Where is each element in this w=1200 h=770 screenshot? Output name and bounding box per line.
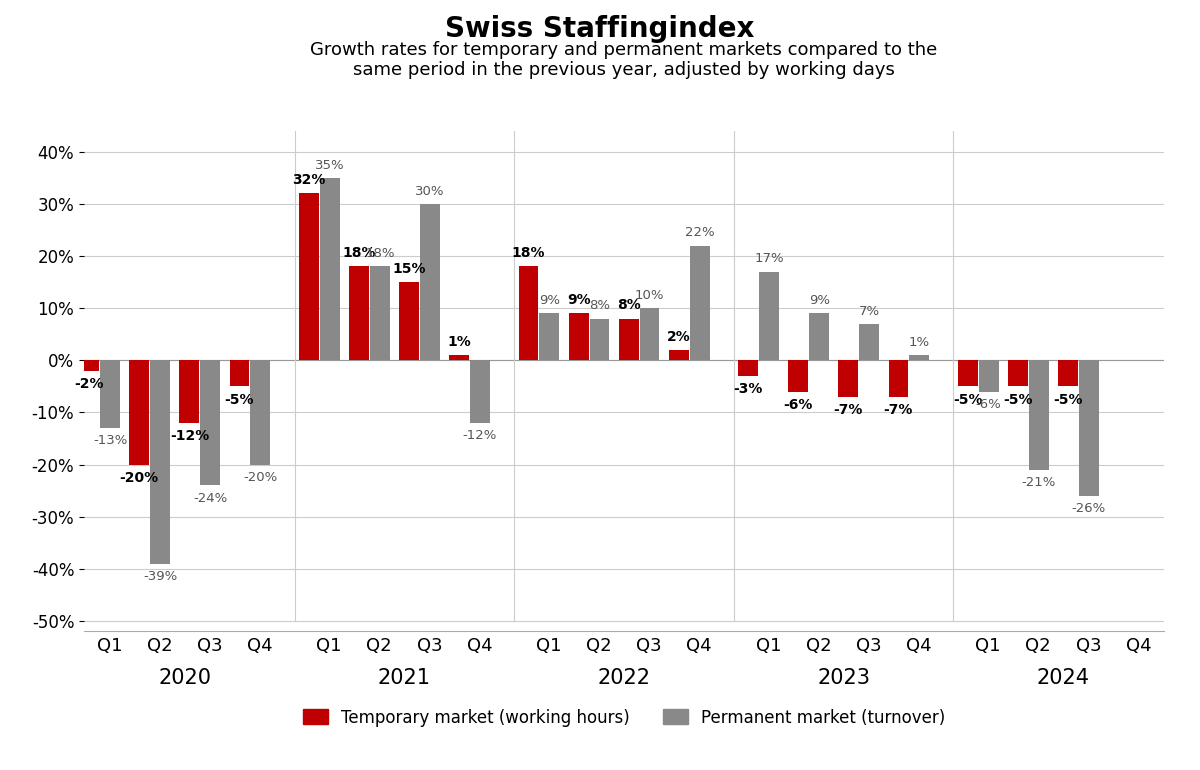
Text: -5%: -5% <box>224 393 254 407</box>
Text: -6%: -6% <box>976 398 1002 411</box>
Title: Growth rates for temporary and permanent markets compared to the
same period in : Growth rates for temporary and permanent… <box>311 41 937 79</box>
Bar <box>1079 360 1099 496</box>
Text: -7%: -7% <box>883 403 913 417</box>
Bar <box>640 308 660 360</box>
Text: 22%: 22% <box>685 226 714 239</box>
Text: 2%: 2% <box>667 330 691 343</box>
Bar <box>229 360 250 387</box>
Text: -20%: -20% <box>120 470 158 485</box>
Text: 10%: 10% <box>635 289 665 302</box>
Bar <box>180 360 199 423</box>
Text: 1%: 1% <box>448 335 472 349</box>
Text: 35%: 35% <box>314 159 344 172</box>
Text: -13%: -13% <box>92 434 127 447</box>
Text: 32%: 32% <box>292 173 325 187</box>
Text: 1%: 1% <box>908 336 930 349</box>
Text: 9%: 9% <box>566 293 590 307</box>
Bar <box>839 360 858 397</box>
Bar <box>540 313 559 360</box>
Text: 2022: 2022 <box>598 668 650 688</box>
Bar <box>1028 360 1049 470</box>
Text: -24%: -24% <box>193 492 227 504</box>
Bar <box>370 266 390 360</box>
Bar <box>200 360 220 485</box>
Bar <box>738 360 758 376</box>
Bar <box>809 313 829 360</box>
Bar <box>690 246 709 360</box>
Text: 9%: 9% <box>539 294 560 307</box>
Bar <box>589 319 610 360</box>
Text: 2023: 2023 <box>817 668 870 688</box>
Bar <box>79 360 100 370</box>
Text: -5%: -5% <box>1054 393 1082 407</box>
Text: -7%: -7% <box>834 403 863 417</box>
Bar <box>150 360 170 564</box>
Bar <box>320 178 340 360</box>
Text: -5%: -5% <box>1003 393 1033 407</box>
Text: 9%: 9% <box>809 294 829 307</box>
Bar <box>859 324 880 360</box>
Bar <box>449 355 469 360</box>
Text: 2021: 2021 <box>378 668 431 688</box>
Text: -3%: -3% <box>733 382 763 397</box>
Text: 18%: 18% <box>342 246 376 260</box>
Text: -12%: -12% <box>463 429 497 442</box>
Text: 8%: 8% <box>589 300 610 313</box>
Text: -21%: -21% <box>1021 476 1056 489</box>
Text: 7%: 7% <box>859 305 880 317</box>
Bar <box>349 266 368 360</box>
Text: -2%: -2% <box>74 377 104 391</box>
Bar <box>788 360 808 392</box>
Bar <box>400 282 419 360</box>
Text: 2020: 2020 <box>158 668 211 688</box>
Text: -39%: -39% <box>143 570 178 583</box>
Bar <box>619 319 638 360</box>
Bar <box>420 204 440 360</box>
Text: 18%: 18% <box>365 247 395 260</box>
Bar <box>668 350 689 360</box>
Text: -20%: -20% <box>244 470 277 484</box>
Text: 8%: 8% <box>617 298 641 313</box>
Text: 15%: 15% <box>392 262 426 276</box>
Bar <box>958 360 978 387</box>
Text: -6%: -6% <box>784 398 812 412</box>
Legend: Temporary market (working hours), Permanent market (turnover): Temporary market (working hours), Perman… <box>296 701 952 733</box>
Text: -12%: -12% <box>169 429 209 443</box>
Bar <box>470 360 490 423</box>
Bar <box>1008 360 1028 387</box>
Text: -5%: -5% <box>953 393 983 407</box>
Bar <box>299 193 319 360</box>
Bar <box>888 360 908 397</box>
Bar <box>518 266 539 360</box>
Bar <box>130 360 149 464</box>
Bar <box>979 360 998 392</box>
Bar <box>251 360 270 464</box>
Bar <box>569 313 588 360</box>
Text: 18%: 18% <box>511 246 545 260</box>
Text: 30%: 30% <box>415 185 445 198</box>
Text: Swiss Staffingindex: Swiss Staffingindex <box>445 15 755 43</box>
Bar <box>1058 360 1078 387</box>
Text: 2024: 2024 <box>1037 668 1090 688</box>
Bar <box>100 360 120 428</box>
Bar <box>910 355 929 360</box>
Text: 17%: 17% <box>755 253 784 266</box>
Text: -26%: -26% <box>1072 502 1106 515</box>
Bar <box>760 272 779 360</box>
